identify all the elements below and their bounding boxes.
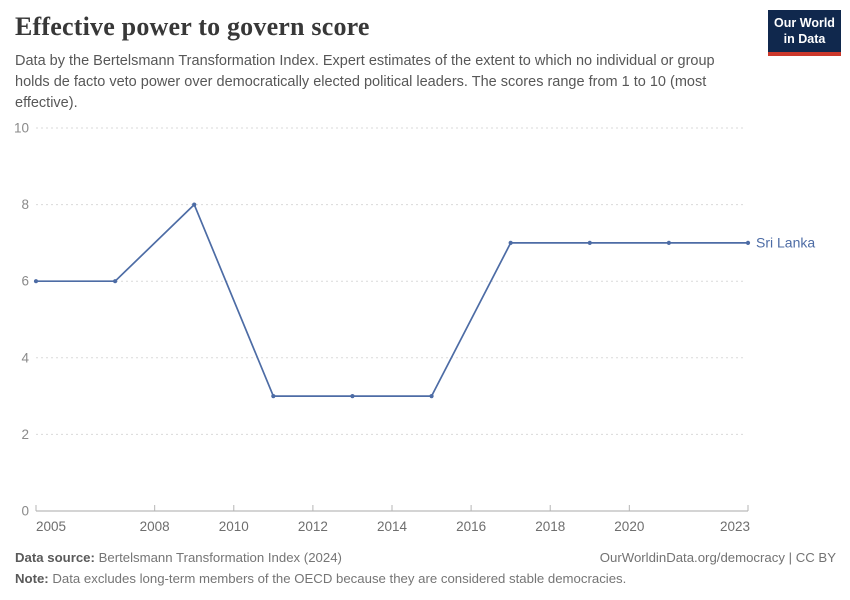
chart-subtitle: Data by the Bertelsmann Transformation I… <box>15 53 715 111</box>
chart-header: Effective power to govern score Data by … <box>15 12 835 114</box>
y-tick-label: 10 <box>14 121 29 136</box>
data-point[interactable] <box>508 240 513 245</box>
data-point[interactable] <box>745 240 751 245</box>
data-point[interactable] <box>350 394 355 399</box>
data-source-label: Data source: <box>15 550 95 565</box>
x-tick-label: 2016 <box>456 519 486 534</box>
series-label[interactable]: Sri Lanka <box>756 234 815 250</box>
chart-title: Effective power to govern score <box>15 12 370 41</box>
y-tick-label: 4 <box>21 350 29 365</box>
data-source-value: Bertelsmann Transformation Index (2024) <box>98 550 342 565</box>
data-source: Data source: Bertelsmann Transformation … <box>15 547 342 568</box>
x-tick-label: 2012 <box>298 519 328 534</box>
data-point[interactable] <box>587 240 592 245</box>
note-value: Data excludes long-term members of the O… <box>52 571 627 587</box>
x-tick-label: 2023 <box>720 519 750 534</box>
y-tick-label: 0 <box>21 504 29 519</box>
x-tick-label: 2020 <box>614 519 644 534</box>
owid-logo-line2: in Data <box>783 32 826 47</box>
x-tick-label: 2008 <box>140 519 170 534</box>
y-tick-label: 8 <box>21 197 29 212</box>
data-point[interactable] <box>33 279 39 284</box>
chart-note: Note: Data excludes long-term members of… <box>15 568 836 589</box>
data-point[interactable] <box>429 394 434 399</box>
y-tick-label: 2 <box>21 427 29 442</box>
note-label: Note: <box>15 571 49 587</box>
chart-footer: Data source: Bertelsmann Transformation … <box>15 547 836 590</box>
series-line[interactable] <box>35 203 749 397</box>
x-tick-label: 2014 <box>377 519 408 534</box>
x-tick-label: 2005 <box>36 519 66 534</box>
y-tick-label: 6 <box>21 274 29 289</box>
x-tick-label: 2010 <box>219 519 249 534</box>
footer-license-link[interactable]: OurWorldinData.org/democracy | CC BY <box>599 550 836 565</box>
owid-logo-line1: Our World <box>774 16 835 30</box>
owid-logo[interactable]: Our World in Data <box>768 10 841 56</box>
x-tick-label: 2018 <box>535 519 565 534</box>
data-point[interactable] <box>271 394 276 399</box>
data-point[interactable] <box>192 202 197 207</box>
data-point[interactable] <box>666 240 671 245</box>
data-point[interactable] <box>113 279 118 284</box>
